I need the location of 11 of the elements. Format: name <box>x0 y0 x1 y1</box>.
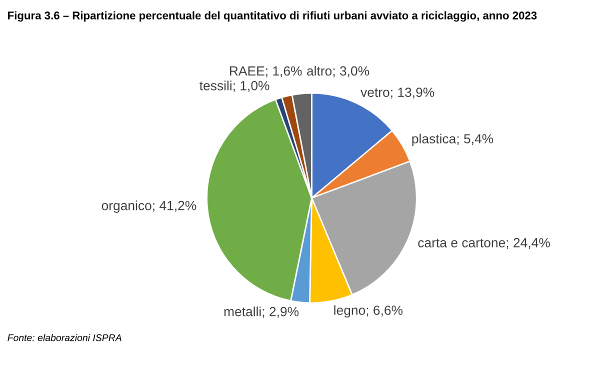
slice-label: organico; 41,2% <box>102 200 196 213</box>
slice-label: tessili; 1,0% <box>200 80 270 92</box>
slice-label: RAEE; 1,6% <box>230 66 302 78</box>
slice-label: plastica; 5,4% <box>412 134 494 146</box>
slice-label: carta e cartone; 24,4% <box>418 238 550 249</box>
slice-label: metalli; 2,9% <box>224 306 299 318</box>
slice-label: altro; 3,0% <box>307 66 370 78</box>
source-note: Fonte: elaborazioni ISPRA <box>8 334 122 342</box>
chart-title: Figura 3.6 – Ripartizione percentuale del quantitativo di rifiuti urbani avviato a riciclaggio, anno 2023 <box>8 11 537 22</box>
slice-label: legno; 6,6% <box>334 305 403 318</box>
slice-label: vetro; 13,9% <box>360 88 434 99</box>
